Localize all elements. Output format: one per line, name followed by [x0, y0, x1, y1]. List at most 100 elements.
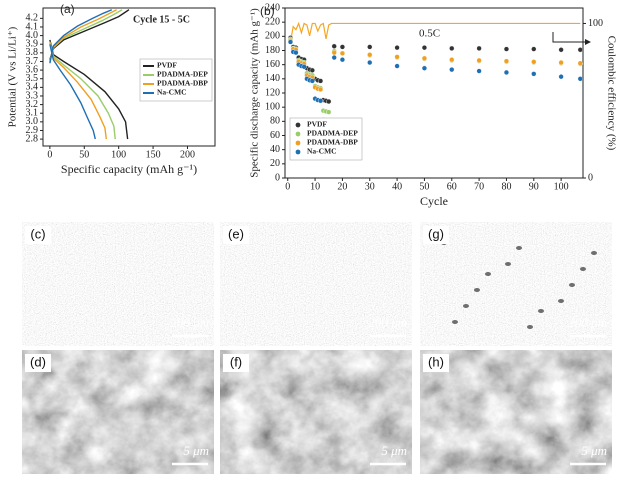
- pore: [538, 309, 544, 313]
- data-point: [317, 86, 324, 93]
- scale-label: 5 μm: [581, 443, 607, 458]
- legend-swatch: [295, 149, 301, 155]
- legend-label: PDADMA-DEP: [307, 129, 358, 138]
- y-tick-label: 2.9: [26, 125, 39, 136]
- legend-label: PVDF: [157, 61, 177, 70]
- y-tick-label: 140: [265, 73, 280, 84]
- data-point: [309, 78, 315, 84]
- data-point: [339, 44, 346, 50]
- y-tick-label: 3.2: [26, 99, 39, 110]
- y-tick-label: 60: [270, 130, 280, 141]
- y-tick-label: 160: [265, 59, 280, 70]
- x-tick-label: 150: [146, 149, 161, 160]
- y-tick-label: 3.4: [26, 82, 39, 93]
- data-point: [449, 57, 455, 63]
- data-line: [49, 9, 113, 140]
- pore: [505, 262, 511, 266]
- legend-swatch: [295, 131, 301, 137]
- data-point: [339, 50, 346, 56]
- pore: [485, 272, 491, 276]
- x-tick-label: 30: [365, 181, 375, 192]
- pore: [474, 288, 480, 292]
- x-tick-label: 40: [392, 181, 402, 192]
- label-bg: [423, 226, 449, 244]
- data-point: [326, 98, 332, 105]
- data-line: [49, 9, 130, 140]
- image-label: (f): [230, 354, 242, 369]
- label-bg: [223, 226, 249, 244]
- image-label: (c): [30, 226, 45, 241]
- pore: [569, 283, 575, 287]
- pore: [463, 304, 469, 308]
- data-point: [287, 39, 294, 45]
- image-label: (d): [30, 354, 46, 369]
- data-point: [476, 45, 482, 51]
- legend-label: PDADMA-DEP: [157, 70, 208, 79]
- sem-image: [22, 222, 214, 346]
- data-point: [449, 67, 455, 73]
- label-bg: [223, 354, 249, 372]
- data-point: [577, 60, 583, 66]
- x-tick-label: 60: [447, 181, 457, 192]
- y-tick-label: 240: [265, 2, 280, 13]
- data-point: [367, 44, 373, 50]
- y-tick-label: 2.8: [26, 133, 39, 144]
- y-tick-label: 4.0: [26, 30, 39, 41]
- pore: [580, 267, 586, 271]
- y-tick-label: 4.1: [26, 21, 39, 32]
- x-tick-label: 70: [474, 181, 484, 192]
- y-tick-label: 3.0: [26, 116, 39, 127]
- data-point: [317, 78, 324, 84]
- y-tick-label: 3.9: [26, 39, 39, 50]
- pore: [516, 246, 522, 250]
- y-tick-label: 4.2: [26, 13, 39, 24]
- y-tick-label: 3.6: [26, 64, 39, 75]
- panel-label: (a): [60, 2, 75, 16]
- data-point: [326, 109, 332, 115]
- image-label: (e): [228, 226, 244, 241]
- data-point: [531, 59, 537, 65]
- x-tick-label: 90: [529, 181, 539, 192]
- data-point: [558, 47, 564, 53]
- y-tick-label: 3.7: [26, 56, 39, 67]
- scale-label: 200 μm: [368, 315, 407, 330]
- y-tick-label: 40: [270, 144, 280, 155]
- label-bg: [25, 354, 51, 372]
- data-point: [558, 74, 564, 80]
- annotation: 0.5C: [419, 28, 440, 40]
- y-tick-label: 3.5: [26, 73, 39, 84]
- plot-frame: [42, 7, 216, 147]
- y2-axis-label: Coulombic efficiency (%): [605, 36, 617, 151]
- label-bg: [423, 354, 449, 372]
- sem-image: [420, 222, 612, 346]
- data-point: [421, 65, 428, 71]
- data-point: [394, 45, 400, 51]
- data-point: [449, 45, 455, 51]
- data-point: [331, 54, 337, 61]
- data-point: [339, 57, 346, 63]
- data-point: [503, 69, 510, 76]
- x-tick-label: 200: [180, 149, 195, 160]
- data-point: [476, 57, 482, 64]
- x-tick-label: 50: [419, 181, 429, 192]
- x-tick-label: 10: [310, 181, 320, 192]
- image-label: (h): [428, 354, 444, 369]
- data-point: [531, 71, 537, 77]
- y-tick-label: 0: [275, 172, 280, 183]
- y2-tick-label: 100: [588, 18, 603, 29]
- data-point: [476, 68, 482, 74]
- legend-label: Na-CMC: [307, 147, 337, 156]
- scale-label: 5 μm: [183, 443, 209, 458]
- data-point: [503, 46, 510, 52]
- y-tick-label: 180: [265, 45, 280, 56]
- data-point: [367, 52, 373, 58]
- y-axis-label: Specific discharge capacity (mAh g⁻¹): [249, 8, 261, 178]
- legend-label: PVDF: [307, 120, 327, 129]
- sem-image: [420, 350, 612, 474]
- arrow-head: [585, 39, 591, 45]
- legend-box: [289, 117, 363, 161]
- data-point: [301, 64, 307, 70]
- y-tick-label: 200: [265, 31, 280, 42]
- data-point: [503, 58, 510, 64]
